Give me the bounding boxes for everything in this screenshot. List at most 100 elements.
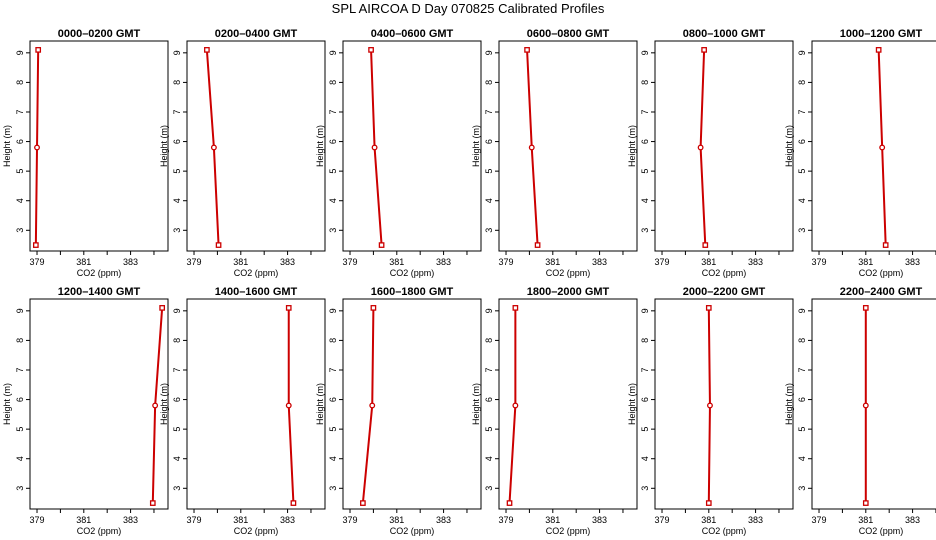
x-tick-label: 381 [389, 515, 404, 525]
y-axis-label: Height (m) [159, 383, 169, 425]
data-point [697, 144, 704, 151]
y-tick-label: 9 [797, 308, 807, 313]
y-tick-label: 8 [15, 338, 25, 343]
x-tick-label: 383 [748, 515, 763, 525]
data-point [285, 305, 292, 311]
y-tick-label: 3 [15, 486, 25, 491]
y-tick-label: 6 [797, 397, 807, 402]
y-tick-label: 7 [328, 109, 338, 114]
y-tick-label: 3 [797, 486, 807, 491]
y-axis-label: Height (m) [471, 383, 481, 425]
data-point [707, 402, 713, 409]
y-tick-label: 7 [172, 367, 182, 372]
y-tick-label: 4 [15, 198, 25, 203]
y-tick-label: 7 [797, 109, 807, 114]
y-tick-label: 3 [640, 486, 650, 491]
x-tick-label: 379 [655, 257, 670, 267]
y-tick-label: 6 [328, 139, 338, 144]
y-tick-label: 8 [484, 80, 494, 85]
data-point [32, 242, 39, 248]
y-tick-label: 9 [15, 308, 25, 313]
y-tick-label: 8 [640, 80, 650, 85]
y-tick-label: 6 [797, 139, 807, 144]
y-tick-label: 5 [797, 169, 807, 174]
panel-9: 1800–2000 GMT 379 381 383 3 4 5 6 7 8 9 CO2 (ppm) He… [471, 286, 638, 536]
y-tick-label: 4 [172, 456, 182, 461]
y-tick-label: 8 [797, 80, 807, 85]
x-tick-label: 383 [748, 257, 763, 267]
panel-1: 0200–0400 GMT 379 381 383 3 4 5 6 7 8 9 CO2 (ppm) He… [159, 28, 326, 278]
y-tick-label: 7 [484, 109, 494, 114]
x-tick-label: 381 [545, 515, 560, 525]
data-point [370, 305, 377, 311]
panel-title: 1600–1800 GMT [371, 286, 454, 298]
x-axis-label: CO2 (ppm) [859, 526, 904, 536]
panel-7: 1400–1600 GMT 379 381 383 3 4 5 6 7 8 9 CO2 (ppm) He… [159, 286, 326, 536]
data-point [360, 500, 366, 506]
data-point [702, 242, 709, 248]
x-tick-label: 381 [233, 515, 248, 525]
data-point [862, 500, 869, 506]
y-tick-label: 4 [328, 456, 338, 461]
data-point [149, 500, 156, 506]
x-tick-label: 381 [701, 257, 716, 267]
plot-frame [654, 40, 794, 252]
plot-frame [811, 40, 936, 252]
y-tick-label: 5 [328, 427, 338, 432]
y-tick-label: 5 [172, 169, 182, 174]
data-point [215, 242, 222, 248]
y-axis-label: Height (m) [627, 383, 637, 425]
y-tick-label: 7 [172, 109, 182, 114]
y-tick-label: 3 [328, 228, 338, 233]
y-tick-label: 9 [172, 308, 182, 313]
plot-frame [811, 298, 936, 510]
y-tick-label: 3 [484, 486, 494, 491]
y-tick-label: 6 [640, 139, 650, 144]
plot-frame [186, 40, 326, 252]
panel-4: 0800–1000 GMT 379 381 383 3 4 5 6 7 8 9 CO2 (ppm) He… [627, 28, 794, 278]
panel-5: 1000–1200 GMT 379 381 383 3 4 5 6 7 8 9 CO2 (ppm) He… [784, 28, 936, 278]
y-tick-label: 4 [15, 456, 25, 461]
x-tick-label: 381 [858, 257, 873, 267]
y-axis-label: Height (m) [627, 125, 637, 167]
panel-title: 1200–1400 GMT [58, 286, 141, 298]
data-point [210, 144, 217, 151]
panel-10: 2000–2200 GMT 379 381 383 3 4 5 6 7 8 9 CO2 (ppm) He… [627, 286, 794, 536]
data-point [378, 242, 385, 248]
plot-frame [29, 40, 169, 252]
x-tick-label: 379 [30, 257, 45, 267]
data-point [701, 47, 707, 53]
y-axis-label: Height (m) [471, 125, 481, 167]
x-tick-label: 383 [280, 515, 295, 525]
y-tick-label: 7 [640, 109, 650, 114]
y-tick-label: 5 [640, 427, 650, 432]
x-tick-label: 379 [655, 515, 670, 525]
x-tick-label: 383 [436, 257, 451, 267]
y-tick-label: 6 [328, 397, 338, 402]
y-tick-label: 9 [640, 50, 650, 55]
x-tick-label: 383 [592, 515, 607, 525]
y-tick-label: 3 [172, 486, 182, 491]
y-tick-label: 8 [797, 338, 807, 343]
figure-title: SPL AIRCOA D Day 070825 Calibrated Profi… [331, 1, 605, 16]
y-tick-label: 7 [484, 367, 494, 372]
x-tick-label: 379 [343, 257, 358, 267]
panel-6: 1200–1400 GMT 379 381 383 3 4 5 6 7 8 9 CO2 (ppm) He… [2, 286, 169, 536]
x-tick-label: 381 [701, 515, 716, 525]
plot-frame [498, 40, 638, 252]
y-axis-label: Height (m) [2, 383, 12, 425]
y-tick-label: 6 [640, 397, 650, 402]
y-tick-label: 7 [15, 367, 25, 372]
y-tick-label: 8 [328, 80, 338, 85]
y-tick-label: 4 [484, 456, 494, 461]
y-tick-label: 6 [484, 139, 494, 144]
y-tick-label: 3 [484, 228, 494, 233]
panel-title: 1400–1600 GMT [215, 286, 298, 298]
y-axis-label: Height (m) [784, 383, 794, 425]
y-tick-label: 6 [15, 397, 25, 402]
data-point [369, 402, 376, 409]
y-tick-label: 8 [172, 338, 182, 343]
panel-0: 0000–0200 GMT 379 381 383 3 4 5 6 7 8 9 CO2 (ppm) He… [2, 28, 169, 278]
panel-title: 2200–2400 GMT [840, 286, 923, 298]
x-axis-label: CO2 (ppm) [546, 526, 591, 536]
